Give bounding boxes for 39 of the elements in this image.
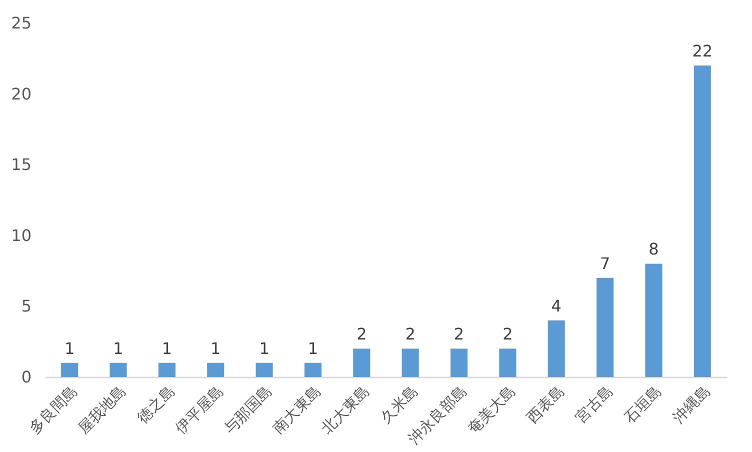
data-label: 8 bbox=[648, 240, 659, 259]
bar bbox=[499, 348, 516, 377]
y-tick-label: 20 bbox=[11, 84, 32, 104]
y-tick-label: 5 bbox=[21, 296, 32, 316]
x-tick-label: 石垣島 bbox=[620, 382, 666, 427]
x-tick-label: 久米島 bbox=[377, 382, 422, 427]
bar bbox=[353, 348, 370, 377]
bar bbox=[694, 65, 711, 377]
bar bbox=[110, 362, 127, 377]
y-tick-label: 25 bbox=[11, 14, 32, 32]
data-label: 1 bbox=[64, 338, 75, 358]
data-label: 2 bbox=[454, 324, 464, 344]
data-label: 1 bbox=[113, 338, 124, 358]
data-label: 2 bbox=[502, 324, 513, 344]
data-label: 1 bbox=[210, 338, 221, 358]
data-label: 4 bbox=[551, 296, 562, 316]
bar bbox=[402, 348, 419, 377]
data-label: 2 bbox=[356, 324, 367, 344]
data-label: 22 bbox=[692, 41, 713, 60]
bar bbox=[158, 362, 176, 377]
bar bbox=[548, 320, 565, 377]
data-label: 1 bbox=[162, 338, 172, 358]
bar bbox=[304, 362, 322, 377]
x-tick-label: 沖縄島 bbox=[669, 382, 714, 427]
data-label: 7 bbox=[600, 254, 610, 273]
y-tick-label: 10 bbox=[11, 226, 32, 245]
y-tick-label: 15 bbox=[11, 155, 32, 174]
bar bbox=[645, 264, 662, 377]
data-label: 2 bbox=[405, 324, 416, 344]
y-tick-label: 0 bbox=[21, 368, 32, 386]
bar bbox=[450, 348, 468, 377]
bar bbox=[596, 278, 614, 377]
bar bbox=[207, 362, 224, 377]
bar bbox=[61, 362, 78, 377]
bar bbox=[256, 362, 273, 377]
x-tick-label: 西表島 bbox=[523, 382, 568, 427]
x-tick-label: 宮古島 bbox=[572, 382, 616, 427]
data-label: 1 bbox=[308, 338, 318, 358]
data-label: 1 bbox=[259, 338, 270, 358]
